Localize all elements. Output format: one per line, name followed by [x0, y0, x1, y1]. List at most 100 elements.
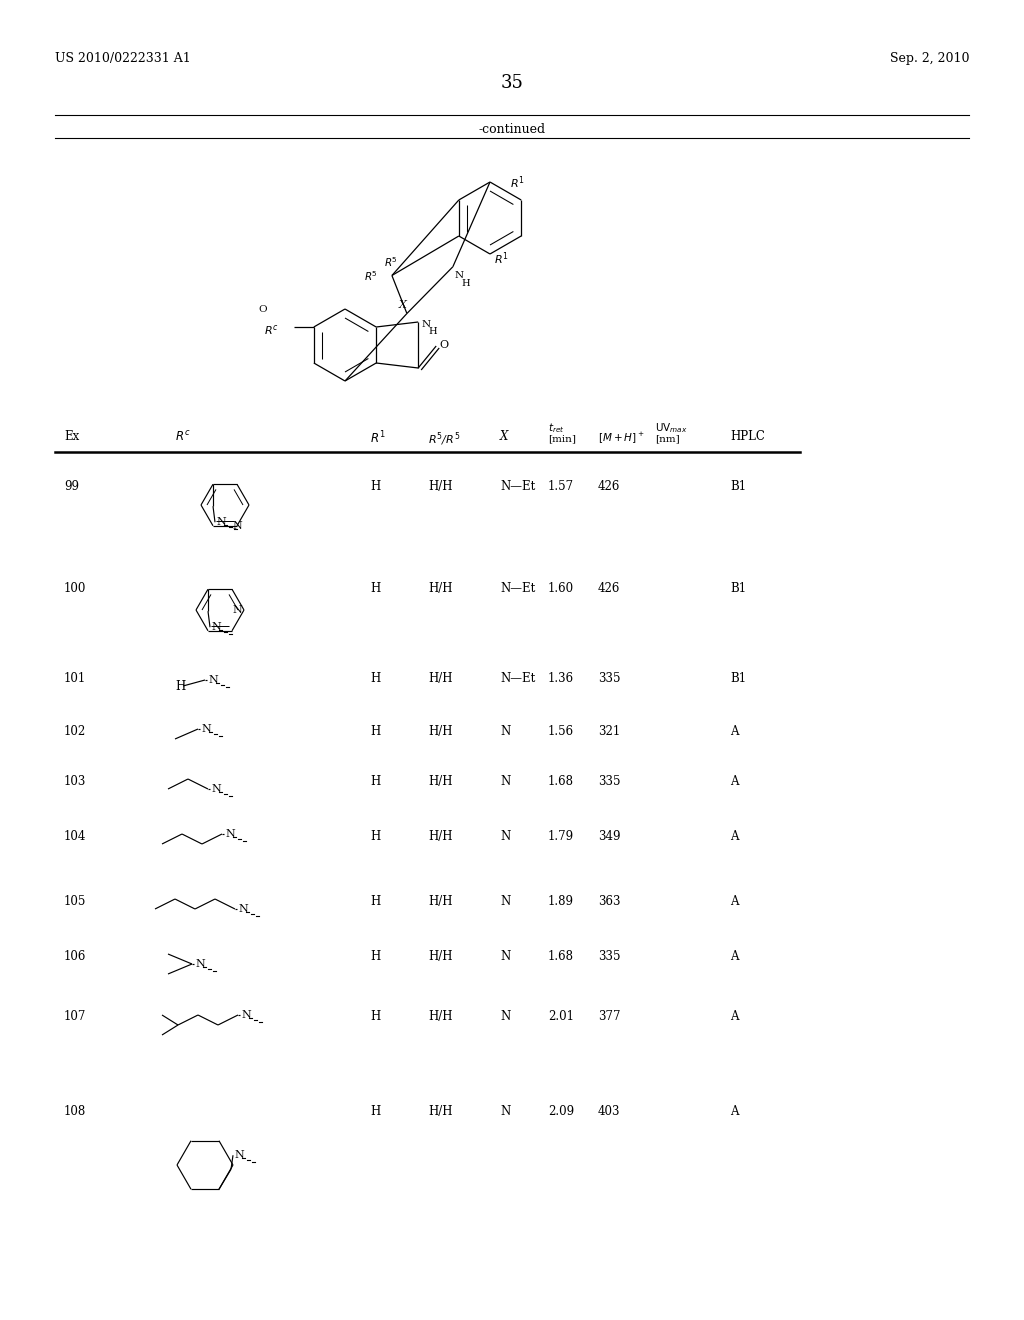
Text: N: N [232, 605, 242, 615]
Text: 103: 103 [63, 775, 86, 788]
Text: 102: 102 [63, 725, 86, 738]
Text: N: N [500, 1010, 510, 1023]
Text: H: H [370, 950, 380, 964]
Text: H: H [370, 725, 380, 738]
Text: N—Et: N—Et [500, 480, 536, 492]
Text: [nm]: [nm] [655, 434, 680, 444]
Text: 1.68: 1.68 [548, 950, 574, 964]
Text: H/H: H/H [428, 1105, 453, 1118]
Text: 363: 363 [598, 895, 621, 908]
Text: 108: 108 [63, 1105, 86, 1118]
Text: N: N [211, 784, 221, 795]
Text: H/H: H/H [428, 725, 453, 738]
Text: HPLC: HPLC [730, 430, 765, 444]
Text: N: N [201, 723, 211, 734]
Text: 1.89: 1.89 [548, 895, 574, 908]
Text: N: N [455, 271, 464, 280]
Text: A: A [730, 1105, 738, 1118]
Text: 377: 377 [598, 1010, 621, 1023]
Text: H: H [370, 775, 380, 788]
Text: 1.56: 1.56 [548, 725, 574, 738]
Text: 1.79: 1.79 [548, 830, 574, 843]
Text: N: N [195, 960, 205, 969]
Text: [min]: [min] [548, 434, 575, 444]
Text: $R^1$: $R^1$ [510, 174, 524, 190]
Text: X: X [399, 300, 407, 309]
Text: N: N [500, 950, 510, 964]
Text: H: H [370, 830, 380, 843]
Text: N: N [500, 725, 510, 738]
Text: N: N [500, 1105, 510, 1118]
Text: 321: 321 [598, 725, 621, 738]
Text: 2.01: 2.01 [548, 1010, 574, 1023]
Text: B1: B1 [730, 480, 746, 492]
Text: N: N [208, 675, 218, 685]
Text: N—Et: N—Et [500, 672, 536, 685]
Text: $R^5$: $R^5$ [384, 256, 398, 269]
Text: H/H: H/H [428, 775, 453, 788]
Text: 426: 426 [598, 582, 621, 595]
Text: N: N [500, 775, 510, 788]
Text: H: H [370, 1010, 380, 1023]
Text: 1.60: 1.60 [548, 582, 574, 595]
Text: H/H: H/H [428, 480, 453, 492]
Text: H: H [462, 279, 470, 288]
Text: 105: 105 [63, 895, 86, 908]
Text: $R^1$: $R^1$ [494, 249, 509, 267]
Text: H: H [370, 895, 380, 908]
Text: O: O [439, 341, 449, 350]
Text: N: N [211, 622, 221, 632]
Text: 349: 349 [598, 830, 621, 843]
Text: $t_{ret}$: $t_{ret}$ [548, 421, 564, 434]
Text: $\mathrm{UV}_{max}$: $\mathrm{UV}_{max}$ [655, 421, 688, 434]
Text: Sep. 2, 2010: Sep. 2, 2010 [890, 51, 969, 65]
Text: N: N [238, 904, 248, 913]
Text: O: O [259, 305, 267, 314]
Text: US 2010/0222331 A1: US 2010/0222331 A1 [55, 51, 190, 65]
Text: 403: 403 [598, 1105, 621, 1118]
Text: N: N [216, 517, 225, 527]
Text: -continued: -continued [478, 123, 546, 136]
Text: 426: 426 [598, 480, 621, 492]
Text: H/H: H/H [428, 895, 453, 908]
Text: 1.68: 1.68 [548, 775, 574, 788]
Text: $R^5$/$R^5$: $R^5$/$R^5$ [428, 430, 460, 447]
Text: Ex: Ex [63, 430, 79, 444]
Text: B1: B1 [730, 672, 746, 685]
Text: 104: 104 [63, 830, 86, 843]
Text: 99: 99 [63, 480, 79, 492]
Text: A: A [730, 830, 738, 843]
Text: 335: 335 [598, 672, 621, 685]
Text: 100: 100 [63, 582, 86, 595]
Text: 106: 106 [63, 950, 86, 964]
Text: N: N [500, 895, 510, 908]
Text: A: A [730, 725, 738, 738]
Text: N: N [225, 829, 234, 840]
Text: H/H: H/H [428, 950, 453, 964]
Text: N: N [500, 830, 510, 843]
Text: N: N [232, 521, 242, 531]
Text: $R^c$: $R^c$ [175, 430, 190, 444]
Text: 335: 335 [598, 775, 621, 788]
Text: H: H [428, 327, 437, 337]
Text: $R^1$: $R^1$ [370, 430, 385, 446]
Text: B1: B1 [730, 582, 746, 595]
Text: H/H: H/H [428, 830, 453, 843]
Text: X: X [500, 430, 508, 444]
Text: A: A [730, 950, 738, 964]
Text: A: A [730, 895, 738, 908]
Text: 335: 335 [598, 950, 621, 964]
Text: H: H [370, 480, 380, 492]
Text: H/H: H/H [428, 582, 453, 595]
Text: 1.36: 1.36 [548, 672, 574, 685]
Text: A: A [730, 1010, 738, 1023]
Text: $[M + H]^+$: $[M + H]^+$ [598, 430, 644, 445]
Text: 101: 101 [63, 672, 86, 685]
Text: 2.09: 2.09 [548, 1105, 574, 1118]
Text: 35: 35 [501, 74, 523, 92]
Text: $R^c$: $R^c$ [264, 323, 279, 337]
Text: $R^5$: $R^5$ [364, 269, 378, 284]
Text: H: H [370, 672, 380, 685]
Text: 1.57: 1.57 [548, 480, 574, 492]
Text: H/H: H/H [428, 672, 453, 685]
